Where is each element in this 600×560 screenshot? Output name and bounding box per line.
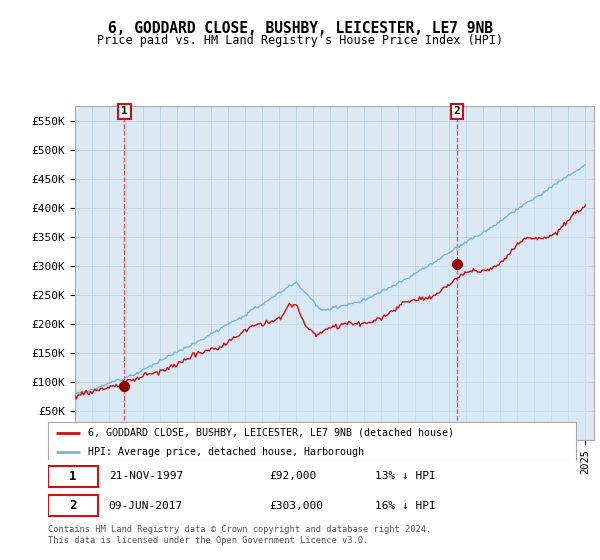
Text: £92,000: £92,000 bbox=[270, 472, 317, 482]
Text: 2: 2 bbox=[69, 500, 77, 512]
FancyBboxPatch shape bbox=[48, 466, 98, 487]
Text: HPI: Average price, detached house, Harborough: HPI: Average price, detached house, Harb… bbox=[88, 447, 364, 457]
Text: Price paid vs. HM Land Registry's House Price Index (HPI): Price paid vs. HM Land Registry's House … bbox=[97, 34, 503, 46]
Text: 1: 1 bbox=[69, 470, 77, 483]
Text: 1: 1 bbox=[121, 106, 128, 116]
Text: 16% ↓ HPI: 16% ↓ HPI bbox=[376, 501, 436, 511]
Text: 09-JUN-2017: 09-JUN-2017 bbox=[109, 501, 183, 511]
FancyBboxPatch shape bbox=[48, 496, 98, 516]
Text: 13% ↓ HPI: 13% ↓ HPI bbox=[376, 472, 436, 482]
Text: 2: 2 bbox=[454, 106, 460, 116]
Text: 6, GODDARD CLOSE, BUSHBY, LEICESTER, LE7 9NB: 6, GODDARD CLOSE, BUSHBY, LEICESTER, LE7… bbox=[107, 21, 493, 36]
Text: 6, GODDARD CLOSE, BUSHBY, LEICESTER, LE7 9NB (detached house): 6, GODDARD CLOSE, BUSHBY, LEICESTER, LE7… bbox=[88, 428, 454, 438]
Text: Contains HM Land Registry data © Crown copyright and database right 2024.
This d: Contains HM Land Registry data © Crown c… bbox=[48, 525, 431, 545]
Text: 21-NOV-1997: 21-NOV-1997 bbox=[109, 472, 183, 482]
Text: £303,000: £303,000 bbox=[270, 501, 324, 511]
